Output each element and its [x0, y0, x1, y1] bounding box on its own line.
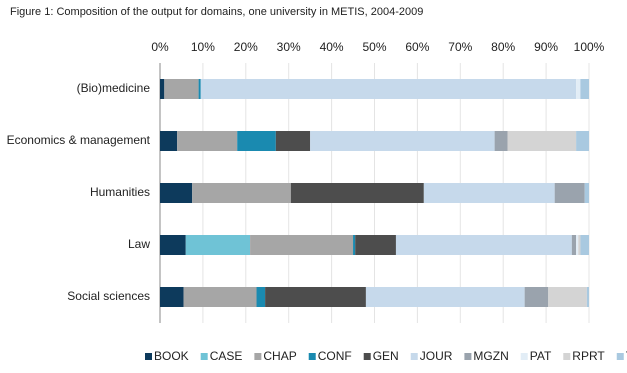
legend-label: CONF — [318, 349, 352, 363]
bar-segment — [353, 235, 356, 255]
legend-swatch — [200, 353, 208, 360]
bar-segment — [580, 79, 589, 99]
bar-segment — [423, 183, 555, 203]
bar-segment — [584, 183, 589, 203]
bar-segment — [200, 79, 577, 99]
bar-segment — [198, 79, 201, 99]
x-tick-label: 30% — [277, 40, 301, 54]
bar-segment — [524, 287, 549, 307]
legend-label: CHAP — [263, 349, 296, 363]
legend-label: MGZN — [473, 349, 508, 363]
legend-swatch — [520, 353, 528, 360]
bar-segment — [365, 287, 525, 307]
legend-swatch — [363, 353, 371, 360]
bar-segment — [554, 183, 585, 203]
bar-segment — [578, 235, 581, 255]
x-tick-label: 80% — [491, 40, 515, 54]
y-tick-label: Social sciences — [67, 289, 150, 303]
legend-swatch — [254, 353, 262, 360]
x-tick-label: 100% — [574, 40, 605, 54]
y-tick-label: Law — [128, 237, 150, 251]
chart-title: Figure 1: Composition of the output for … — [10, 6, 423, 18]
x-tick-label: 50% — [362, 40, 386, 54]
bar-segment — [160, 183, 193, 203]
bar-segment — [192, 183, 291, 203]
bar-segment — [395, 235, 572, 255]
legend-swatch — [563, 353, 571, 360]
legend-swatch — [464, 353, 472, 360]
bar-segment — [183, 287, 257, 307]
bar-segment — [237, 131, 276, 151]
bar-segment — [160, 235, 186, 255]
legend-label: BOOK — [154, 349, 189, 363]
bar-segment — [571, 235, 577, 255]
bar-segment — [576, 235, 579, 255]
x-tick-label: 20% — [234, 40, 258, 54]
bar-segment — [290, 183, 424, 203]
bar-segment — [256, 287, 266, 307]
bar-segment — [494, 131, 508, 151]
bar-segment — [160, 131, 178, 151]
bar-segment — [250, 235, 354, 255]
bar-segment — [586, 287, 589, 307]
bar-segment — [185, 235, 251, 255]
bar-segment — [580, 235, 589, 255]
bar-segment — [160, 79, 165, 99]
y-tick-label: (Bio)medicine — [77, 81, 151, 95]
x-tick-label: 40% — [320, 40, 344, 54]
y-tick-label: Economics & management — [7, 133, 151, 147]
bar-segment — [164, 79, 199, 99]
bar-segment — [576, 79, 581, 99]
bar-segment — [355, 235, 396, 255]
bar-segment — [275, 131, 311, 151]
bar-segment — [548, 287, 587, 307]
bar-segment — [265, 287, 366, 307]
x-tick-label: 60% — [405, 40, 429, 54]
legend-swatch — [308, 353, 316, 360]
y-tick-label: Humanities — [90, 185, 150, 199]
bar-segment — [160, 287, 184, 307]
legend-label: JOUR — [420, 349, 453, 363]
legend-swatch — [145, 353, 152, 360]
legend-label: RPRT — [572, 349, 605, 363]
x-tick-label: 0% — [151, 40, 169, 54]
bar-segment — [310, 131, 495, 151]
x-tick-label: 90% — [534, 40, 558, 54]
legend-label: PAT — [530, 349, 552, 363]
bar-segment — [507, 131, 577, 151]
legend-swatch — [616, 353, 624, 360]
bar-segment — [576, 131, 589, 151]
x-tick-label: 10% — [191, 40, 215, 54]
legend-label: CASE — [210, 349, 243, 363]
x-tick-label: 70% — [448, 40, 472, 54]
bar-segment — [177, 131, 238, 151]
legend-label: THES — [626, 349, 627, 363]
legend-label: GEN — [373, 349, 399, 363]
legend-swatch — [410, 353, 418, 360]
